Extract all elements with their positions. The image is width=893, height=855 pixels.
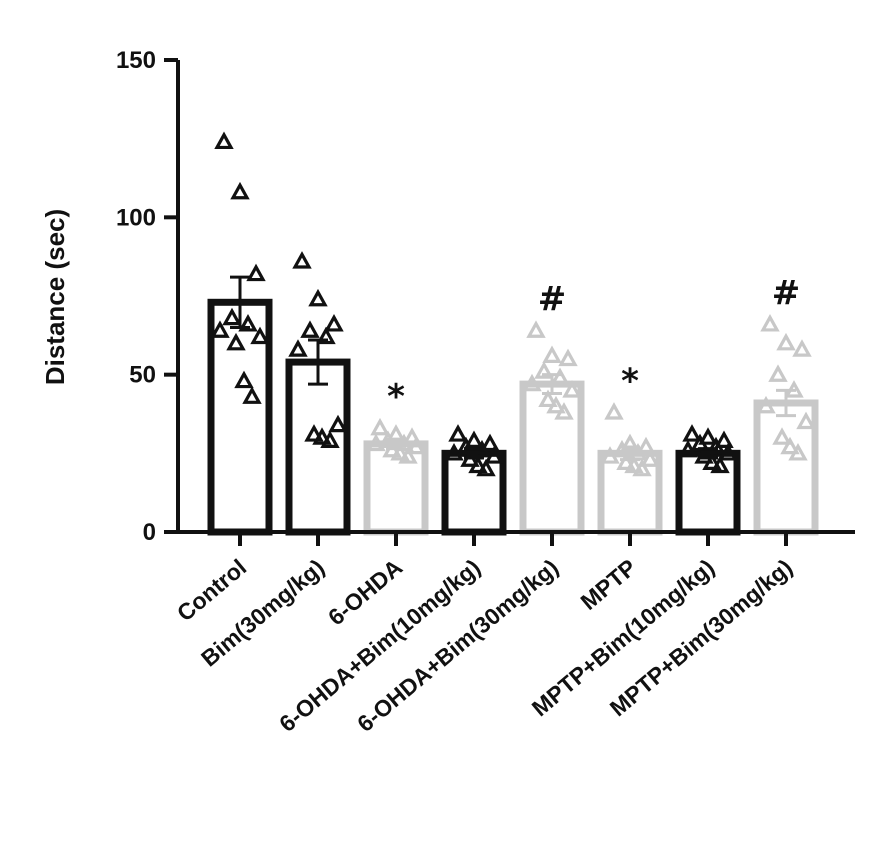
y-tick-label: 0 <box>143 519 156 546</box>
y-tick-label: 100 <box>116 204 156 231</box>
data-point <box>327 317 341 330</box>
data-point <box>779 336 793 349</box>
significance-marker: * <box>387 377 405 417</box>
data-point <box>771 368 785 381</box>
y-tick-label: 150 <box>116 47 156 74</box>
data-point <box>545 349 559 362</box>
data-point <box>795 342 809 355</box>
data-point <box>607 405 621 418</box>
data-point <box>311 292 325 305</box>
data-point <box>291 342 305 355</box>
data-point <box>529 324 543 337</box>
data-point <box>561 352 575 365</box>
data-point <box>217 135 231 148</box>
data-point <box>295 254 309 267</box>
data-point <box>249 267 263 280</box>
data-point <box>373 421 387 434</box>
category-label: MPTP <box>576 554 642 615</box>
y-ticks-layer: 0 50 100 150 <box>116 47 178 546</box>
y-tick-label: 50 <box>129 362 156 389</box>
data-point <box>451 427 465 440</box>
significance-layer: * # * # <box>387 273 800 417</box>
data-point <box>763 317 777 330</box>
data-point <box>233 185 247 198</box>
bar <box>757 403 815 532</box>
y-axis-title: Distance (sec) <box>40 209 70 385</box>
x-ticks-layer: ControlBim(30mg/kg)6-OHDA6-OHDA+Bim(10mg… <box>172 532 797 737</box>
significance-marker: # <box>538 280 567 320</box>
significance-marker: * <box>621 361 639 401</box>
significance-marker: # <box>772 273 801 313</box>
data-point <box>685 427 699 440</box>
data-point <box>303 324 317 337</box>
